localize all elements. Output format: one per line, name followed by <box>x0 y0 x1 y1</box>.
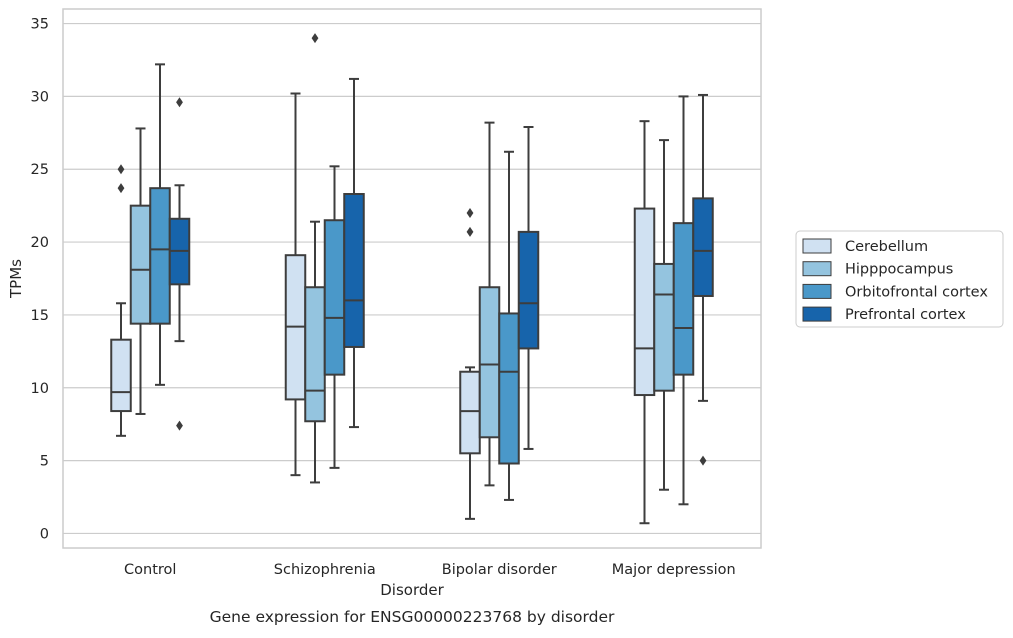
y-tick-labels: 0 5 10 15 20 25 30 35 <box>31 17 49 543</box>
box-iqr <box>653 262 675 392</box>
box-iqr <box>672 222 695 376</box>
box-plot <box>633 120 656 525</box>
y-tick-label: 20 <box>31 235 49 251</box>
legend: Cerebellum Hipppocampus Orbitofrontal cort… <box>795 230 1004 328</box>
box-plots <box>110 33 714 525</box>
y-tick-label: 10 <box>31 381 49 397</box>
outlier-marker <box>311 33 319 44</box>
box-plot <box>284 92 307 477</box>
box-plot <box>498 150 520 501</box>
box-plot <box>343 77 365 429</box>
box-plot <box>478 121 501 487</box>
outlier-marker <box>117 183 125 194</box>
x-tick-label: Schizophrenia <box>274 562 376 578</box>
box-iqr <box>633 207 656 397</box>
box-plot <box>129 127 152 415</box>
box-iqr <box>517 230 540 350</box>
outlier-marker <box>699 455 707 466</box>
legend-swatch <box>802 306 832 322</box>
x-tick-label: Major depression <box>612 562 736 578</box>
box-iqr <box>110 338 132 413</box>
box-plot <box>110 164 132 437</box>
box-iqr <box>304 286 326 423</box>
legend-swatch <box>802 261 832 277</box>
x-axis-label: Disorder <box>380 581 444 599</box>
box-iqr <box>323 219 346 376</box>
outlier-marker <box>176 97 183 108</box>
legend-label: Orbitofrontal cortex <box>845 284 988 300</box>
box-iqr <box>478 286 501 439</box>
y-tick-label: 35 <box>31 17 49 33</box>
y-tick-label: 0 <box>40 526 49 542</box>
box-plot <box>304 33 326 484</box>
box-plot <box>459 207 481 520</box>
y-tick-label: 30 <box>31 89 49 105</box>
box-plot <box>517 125 540 450</box>
box-plot <box>692 93 714 466</box>
box-plot <box>672 95 695 506</box>
chart-caption: Gene expression for ENSG00000223768 by d… <box>210 608 615 626</box>
box-iqr <box>692 197 714 297</box>
box-iqr <box>343 193 365 348</box>
outlier-marker <box>466 207 474 218</box>
box-plot <box>168 97 191 431</box>
legend-frame <box>795 230 1004 328</box>
box-plot <box>149 63 171 386</box>
y-tick-label: 25 <box>31 162 49 178</box>
box-iqr <box>129 204 152 325</box>
box-plot <box>653 139 675 491</box>
outlier-marker <box>466 226 474 237</box>
x-tick-label: Control <box>124 562 176 578</box>
x-tick-label: Bipolar disorder <box>442 562 557 578</box>
box-plot <box>323 165 346 469</box>
legend-label: Cerebellum <box>845 239 928 255</box>
y-tick-label: 15 <box>31 308 49 324</box>
outlier-marker <box>176 420 183 431</box>
y-axis-label: TPMs <box>7 259 25 299</box>
box-iqr <box>459 370 481 455</box>
box-iqr <box>498 312 520 465</box>
y-tick-label: 5 <box>40 454 49 470</box>
box-iqr <box>149 187 171 325</box>
legend-label: Hipppocampus <box>845 262 953 278</box>
x-tick-labels: Control Schizophrenia Bipolar disorder Majo… <box>124 562 736 578</box>
outlier-marker <box>117 164 125 175</box>
legend-swatch <box>802 238 832 254</box>
legend-swatch <box>802 283 832 299</box>
legend-label: Prefrontal cortex <box>845 307 966 323</box>
plot-frame <box>62 8 762 549</box>
